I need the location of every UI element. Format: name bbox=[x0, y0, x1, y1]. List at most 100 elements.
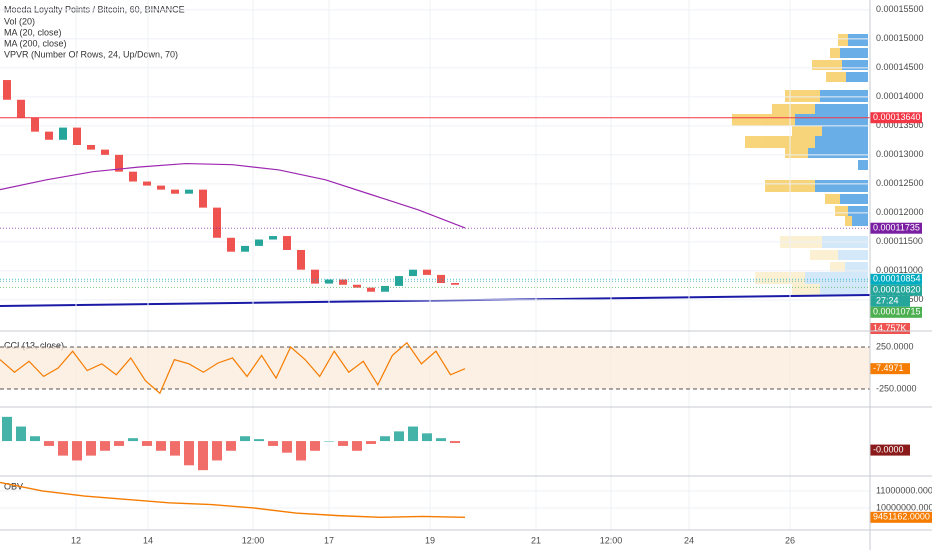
countdown: 27:24 bbox=[876, 296, 899, 306]
candle bbox=[185, 189, 193, 194]
macd-bar bbox=[408, 426, 418, 442]
x-tick-label: 14 bbox=[143, 535, 153, 545]
y-tick-label: 0.00011500 bbox=[876, 236, 923, 246]
candle bbox=[283, 236, 291, 250]
candle bbox=[17, 99, 25, 118]
macd-bar bbox=[58, 441, 68, 456]
y-tick-label: 0.00013000 bbox=[876, 149, 924, 159]
price-label: 0.00010715 bbox=[873, 307, 921, 317]
candle bbox=[353, 284, 361, 288]
cci-label: -7.4971 bbox=[873, 363, 904, 373]
y-tick-label: 0.00012500 bbox=[876, 178, 924, 188]
macd-bar bbox=[338, 441, 348, 446]
macd-bar bbox=[72, 441, 82, 461]
macd-bar bbox=[226, 441, 236, 451]
macd-bar bbox=[380, 436, 390, 442]
x-tick-label: 24 bbox=[684, 535, 694, 545]
macd-bar bbox=[310, 441, 320, 451]
candle bbox=[101, 149, 109, 155]
macd-bar bbox=[254, 439, 264, 442]
cci-band bbox=[0, 347, 870, 390]
macd-bar bbox=[282, 441, 292, 453]
macd-bar bbox=[16, 426, 26, 442]
macd-bar bbox=[240, 436, 250, 442]
price-label-bg bbox=[870, 306, 922, 318]
price-label: 0.00010854 bbox=[873, 274, 921, 284]
macd-bar bbox=[394, 431, 404, 442]
price-label-bg bbox=[870, 112, 922, 124]
obv-line bbox=[0, 481, 466, 519]
y-tick-label: 0.00015000 bbox=[876, 33, 924, 43]
candle bbox=[45, 131, 53, 140]
macd-bar bbox=[114, 441, 124, 446]
obv-label: 9451162.0000 bbox=[873, 512, 930, 522]
candle bbox=[367, 287, 375, 292]
candle bbox=[297, 249, 305, 270]
y-tick-label: 10000000.0000 bbox=[876, 502, 932, 512]
y-tick-label: 250.0000 bbox=[876, 341, 914, 351]
ma200-line bbox=[0, 162, 466, 229]
x-tick-label: 12:00 bbox=[600, 535, 623, 545]
candle bbox=[73, 127, 81, 145]
candle bbox=[31, 117, 39, 132]
price-label: 0.00010820 bbox=[873, 285, 921, 295]
price-label: 0.00011735 bbox=[873, 223, 920, 233]
indicator-label: MA (200, close) bbox=[4, 38, 67, 48]
x-tick-label: 19 bbox=[425, 535, 435, 545]
macd-bar bbox=[156, 441, 166, 451]
x-tick-label: 17 bbox=[324, 535, 334, 545]
candle bbox=[409, 269, 417, 277]
macd-bar bbox=[450, 441, 460, 444]
candle bbox=[325, 279, 333, 284]
y-tick-label: 11000000.0000 bbox=[876, 485, 932, 495]
candle bbox=[129, 171, 137, 182]
macd-bar bbox=[422, 433, 432, 442]
candle bbox=[241, 245, 249, 252]
candle bbox=[199, 189, 207, 208]
macd-bar bbox=[296, 441, 306, 461]
price-label-bg bbox=[870, 284, 922, 296]
macd-bar bbox=[268, 441, 278, 446]
volume-label: 14.757K bbox=[873, 323, 907, 333]
x-tick-label: 26 bbox=[785, 535, 795, 545]
macd-bar bbox=[100, 441, 110, 451]
indicator-label: VPVR (Number Of Rows, 24, Up/Down, 70) bbox=[4, 49, 178, 59]
x-tick-label: 12 bbox=[71, 535, 81, 545]
indicator-label: MA (20, close) bbox=[4, 27, 62, 37]
volume-label-bg bbox=[870, 323, 910, 334]
macd-bar bbox=[324, 441, 334, 442]
macd-bar bbox=[2, 416, 12, 442]
indicator-label: OBV bbox=[4, 481, 23, 491]
y-tick-label: 0.00015500 bbox=[876, 4, 924, 14]
price-label: 0.00013640 bbox=[873, 112, 921, 122]
trend-line bbox=[0, 294, 871, 307]
candle bbox=[87, 144, 95, 150]
candle bbox=[213, 207, 221, 238]
macd-bar bbox=[352, 441, 362, 451]
x-tick-label: 21 bbox=[531, 535, 541, 545]
candle bbox=[143, 181, 151, 186]
candle bbox=[3, 80, 11, 100]
candle bbox=[171, 189, 179, 194]
candle bbox=[59, 127, 67, 140]
indicator-label: CCI (13, close) bbox=[4, 340, 64, 350]
candle bbox=[115, 154, 123, 172]
cci-label-bg bbox=[870, 363, 910, 375]
y-tick-label: 0.00014500 bbox=[876, 62, 924, 72]
macd-label-bg bbox=[870, 444, 910, 456]
candle bbox=[381, 285, 389, 292]
price-label-bg bbox=[870, 273, 922, 285]
macd-bar bbox=[30, 436, 40, 442]
macd-bar bbox=[212, 441, 222, 461]
cci-line bbox=[0, 341, 466, 395]
candle bbox=[157, 185, 165, 190]
macd-label: -0.0000 bbox=[873, 444, 904, 454]
macd-bar bbox=[366, 441, 376, 444]
candle bbox=[311, 269, 319, 284]
y-tick-label: 0.00012000 bbox=[876, 207, 924, 217]
macd-bar bbox=[436, 438, 446, 442]
candle bbox=[227, 237, 235, 252]
countdown-bg bbox=[870, 295, 910, 307]
candle bbox=[451, 283, 459, 285]
